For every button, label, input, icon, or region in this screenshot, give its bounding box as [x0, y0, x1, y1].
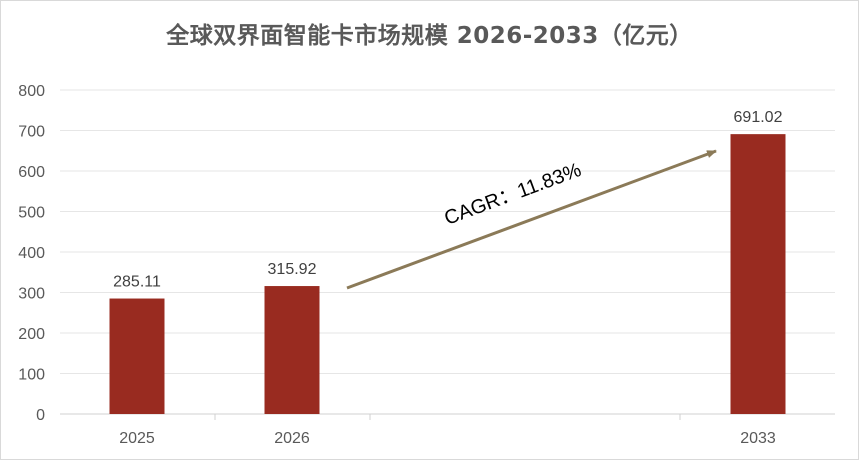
- y-tick-label: 200: [18, 326, 45, 343]
- data-label: 691.02: [734, 109, 783, 126]
- bars: [109, 134, 786, 414]
- y-tick-label: 700: [18, 124, 45, 141]
- y-tick-label: 400: [18, 245, 45, 262]
- y-tick-label: 100: [18, 367, 45, 384]
- chart-title: 全球双界面智能卡市场规模 2026-2033（亿元）: [166, 23, 693, 49]
- cagr-annotation: CAGR：11.83%: [346, 149, 717, 290]
- y-tick-label: 0: [36, 407, 45, 424]
- axes: 0 100 200 300 400 500 600 700 800 2025 2026 2033: [18, 83, 835, 447]
- cagr-arrow: [346, 149, 717, 290]
- y-tick-label: 500: [18, 205, 45, 222]
- cagr-label: CAGR：11.83%: [442, 159, 585, 230]
- gridlines: [60, 89, 835, 374]
- bar: [730, 134, 786, 414]
- x-tick-label: 2025: [119, 430, 155, 447]
- data-label: 315.92: [268, 261, 317, 278]
- bar: [109, 298, 165, 414]
- data-labels: 285.11 315.92 691.02: [113, 109, 782, 290]
- x-tick-label: 2033: [740, 430, 776, 447]
- y-tick-label: 600: [18, 164, 45, 181]
- y-tick-label: 300: [18, 286, 45, 303]
- x-tick-label: 2026: [274, 430, 310, 447]
- bar: [264, 286, 320, 414]
- y-tick-label: 800: [18, 83, 45, 100]
- data-label: 285.11: [113, 274, 161, 291]
